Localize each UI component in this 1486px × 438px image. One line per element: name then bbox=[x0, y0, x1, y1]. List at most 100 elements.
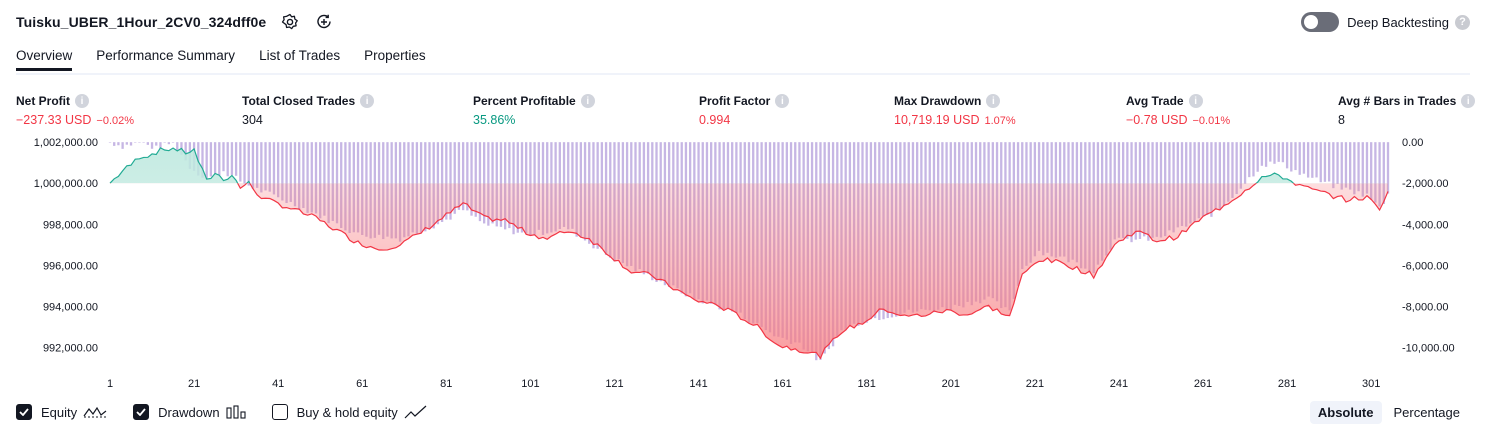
drawdown-bar bbox=[1311, 142, 1314, 178]
drawdown-bar bbox=[108, 142, 112, 143]
drawdown-bar bbox=[453, 142, 456, 214]
drawdown-checkbox[interactable] bbox=[133, 404, 150, 420]
percentage-button[interactable]: Percentage bbox=[1393, 405, 1461, 420]
drawdown-bar bbox=[289, 142, 292, 202]
drawdown-bar bbox=[1201, 142, 1205, 217]
drawdown-bar bbox=[1193, 142, 1196, 222]
metric-value: 304 bbox=[242, 113, 263, 127]
drawdown-bar bbox=[1235, 142, 1238, 195]
drawdown-bar bbox=[247, 142, 250, 186]
help-icon[interactable]: ? bbox=[1455, 14, 1470, 30]
drawdown-bar bbox=[239, 142, 242, 182]
drawdown-bar bbox=[218, 142, 221, 176]
legend-buy-hold[interactable]: Buy & hold equity bbox=[271, 404, 428, 420]
drawdown-bar bbox=[445, 142, 448, 220]
metric-label: Percent Profitable bbox=[473, 94, 576, 108]
x-axis-tick: 41 bbox=[272, 378, 284, 390]
drawdown-bar bbox=[230, 142, 234, 175]
metric-label: Avg Trade bbox=[1126, 94, 1184, 108]
drawdown-bar bbox=[113, 142, 116, 146]
right-axis-tick: -8,000.00 bbox=[1402, 301, 1448, 313]
drawdown-bar bbox=[1273, 142, 1276, 164]
left-axis-tick: 996,000.00 bbox=[43, 260, 98, 272]
drawdown-bar bbox=[281, 142, 284, 201]
legend-buy-hold-label: Buy & hold equity bbox=[296, 404, 398, 420]
drawdown-bar bbox=[1231, 142, 1234, 198]
drawdown-bar bbox=[1349, 142, 1352, 190]
drawdown-bar bbox=[264, 142, 267, 191]
tab-properties[interactable]: Properties bbox=[364, 48, 426, 63]
drawdown-bar bbox=[121, 142, 124, 149]
legend-drawdown-label: Drawdown bbox=[158, 404, 220, 420]
drawdown-bar bbox=[138, 142, 141, 143]
absolute-button[interactable]: Absolute bbox=[1309, 401, 1382, 424]
drawdown-bar bbox=[197, 142, 200, 176]
drawdown-bar bbox=[1344, 142, 1348, 188]
tab-divider bbox=[16, 73, 1470, 75]
drawdown-bar bbox=[1294, 142, 1297, 171]
metric-value: 0.994 bbox=[699, 113, 731, 127]
drawdown-bar bbox=[1361, 142, 1364, 197]
drawdown-bar bbox=[1315, 142, 1318, 178]
equity-checkbox[interactable] bbox=[16, 404, 32, 420]
metric-label: Net Profit bbox=[16, 94, 70, 108]
info-icon[interactable]: i bbox=[775, 94, 790, 108]
toggle-knob bbox=[1304, 15, 1319, 29]
drawdown-bar bbox=[457, 142, 461, 210]
drawdown-bar bbox=[1243, 142, 1247, 184]
equity-drawdown-chart[interactable]: 1,002,000.00 1,000,000.00 998,000.00 996,00… bbox=[0, 136, 1486, 396]
left-axis-tick: 992,000.00 bbox=[43, 343, 98, 355]
drawdown-bar bbox=[335, 142, 339, 224]
settings-icon[interactable] bbox=[280, 12, 300, 32]
left-axis-tick: 998,000.00 bbox=[43, 219, 98, 231]
drawdown-bar bbox=[1210, 142, 1213, 217]
tab-bar: Overview Performance Summary List of Tra… bbox=[16, 48, 450, 71]
strategy-title: Tuisku_UBER_1Hour_2CV0_324dff0e bbox=[16, 14, 267, 30]
info-icon[interactable]: i bbox=[580, 94, 595, 108]
drawdown-bar bbox=[268, 142, 271, 192]
x-axis-tick: 1 bbox=[107, 378, 113, 390]
metric-label: Max Drawdown bbox=[894, 94, 982, 108]
drawdown-bar bbox=[167, 142, 171, 145]
drawdown-bar bbox=[293, 142, 297, 207]
info-icon[interactable]: i bbox=[1188, 94, 1203, 108]
metric-avg-bars: Avg # Bars in Trades i 8 bbox=[1338, 94, 1476, 127]
scale-switcher: Absolute Percentage bbox=[1306, 401, 1468, 424]
tab-overview[interactable]: Overview bbox=[16, 48, 73, 71]
tab-performance-summary[interactable]: Performance Summary bbox=[96, 48, 236, 63]
legend-equity-label: Equity bbox=[41, 404, 78, 420]
equity-loss-line bbox=[110, 183, 1389, 360]
drawdown-bar bbox=[205, 142, 208, 180]
drawdown-bar bbox=[117, 142, 120, 146]
x-axis-tick: 61 bbox=[356, 378, 368, 390]
metric-max-drawdown: Max Drawdown i 10,719.19 USD 1.07% bbox=[894, 94, 1016, 127]
legend-drawdown[interactable]: Drawdown bbox=[133, 404, 246, 420]
drawdown-bar bbox=[1197, 142, 1200, 219]
buy-hold-checkbox[interactable] bbox=[271, 404, 288, 420]
drawdown-bar bbox=[314, 142, 318, 214]
drawdown-bar bbox=[260, 142, 263, 193]
refresh-plus-icon[interactable] bbox=[314, 12, 334, 32]
metric-value: 10,719.19 USD bbox=[894, 113, 980, 127]
drawdown-bar bbox=[1327, 142, 1331, 182]
drawdown-bar bbox=[209, 142, 213, 177]
right-axis-tick: -4,000.00 bbox=[1402, 219, 1448, 231]
info-icon[interactable]: i bbox=[360, 94, 375, 108]
drawdown-bar bbox=[255, 142, 259, 188]
info-icon[interactable]: i bbox=[75, 94, 89, 108]
drawdown-bar bbox=[331, 142, 334, 221]
drawdown-bar bbox=[243, 142, 246, 184]
drawdown-bar bbox=[277, 142, 280, 198]
drawdown-bar bbox=[150, 142, 154, 149]
legend-equity[interactable]: Equity bbox=[16, 404, 107, 420]
info-icon[interactable]: i bbox=[1461, 94, 1476, 108]
info-icon[interactable]: i bbox=[986, 94, 1001, 108]
drawdown-bar bbox=[1285, 142, 1289, 169]
drawdown-bar bbox=[1302, 142, 1306, 174]
tab-list-of-trades[interactable]: List of Trades bbox=[259, 48, 341, 63]
metric-total-closed-trades: Total Closed Trades i 304 bbox=[242, 94, 375, 127]
metric-percent: −0.02% bbox=[96, 115, 135, 127]
drawdown-bar bbox=[226, 142, 229, 177]
deep-backtesting-toggle[interactable] bbox=[1301, 12, 1340, 32]
drawdown-bar bbox=[436, 142, 440, 225]
